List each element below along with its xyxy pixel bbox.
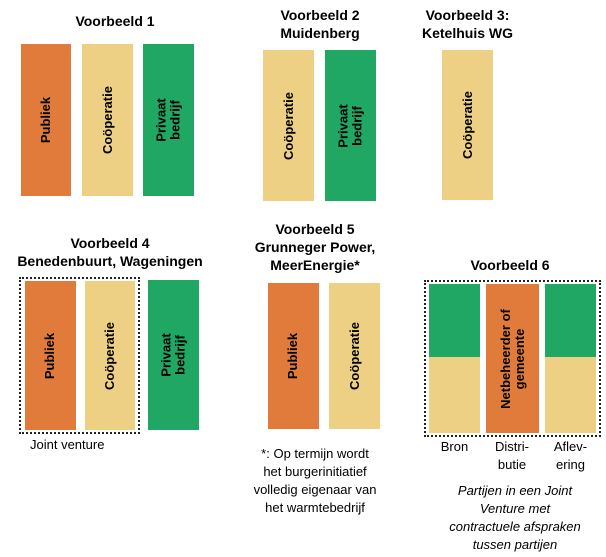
example-5-title: Voorbeeld 5 — [275, 221, 355, 237]
example-4-bar-privaat: Privaat bedrijf — [148, 280, 199, 430]
example-4-subtitle: Benedenbuurt, Wageningen — [17, 253, 203, 269]
example-6-note-line-1: Partijen in een Joint — [457, 483, 573, 498]
bar-label: Publiek — [42, 332, 58, 379]
example-1-bar-cooperatie: Coöperatie — [82, 44, 133, 196]
example-6-title: Voorbeeld 6 — [470, 257, 550, 273]
example-6-column-distributie: Distri- butie — [495, 439, 529, 472]
example-1-bar-publiek: Publiek — [21, 44, 71, 196]
example-6-bron-top — [429, 284, 480, 357]
example-2-bar-privaat: Privaat bedrijf — [325, 50, 376, 201]
example-6-bron-bottom — [429, 357, 480, 433]
example-6-note-line-3: contractuele afspraken — [449, 519, 581, 534]
bar-label: Privaat bedrijf — [335, 103, 365, 148]
example-5-note-line-3: volledig eigenaar van — [253, 482, 377, 497]
bar-label: Netbeheerder of gemeente — [497, 308, 527, 409]
example-5-note-line-2: het burgerinitiatief — [263, 464, 367, 479]
example-4-caption: Joint venture — [30, 437, 105, 452]
bar-label: Coöperatie — [102, 321, 117, 390]
bar-label: Coöperatie — [346, 322, 362, 390]
example-5-subtitle: Grunneger Power, — [254, 239, 376, 255]
bar-label: Privaat bedrijf — [153, 98, 183, 142]
example-6-note-line-4: tussen partijen — [472, 537, 558, 552]
example-4-bar-publiek: Publiek — [25, 281, 76, 430]
example-2-bar-cooperatie: Coöperatie — [263, 50, 314, 201]
example-1-bar-privaat: Privaat bedrijf — [143, 44, 194, 196]
bar-label: Coöperatie — [99, 86, 115, 154]
example-5-bar-cooperatie: Coöperatie — [329, 283, 380, 429]
example-5-bar-publiek: Publiek — [268, 283, 319, 429]
example-4-title: Voorbeeld 4 — [70, 235, 150, 251]
example-2-title: Voorbeeld 2 — [280, 7, 360, 23]
bar-label: Coöperatie — [280, 91, 296, 160]
example-6-column-aflevering: Aflev- ering — [553, 439, 588, 472]
example-6-bar-netbeheerder: Netbeheerder of gemeente — [486, 284, 539, 433]
example-3-subtitle: Ketelhuis WG — [421, 25, 513, 41]
example-4-joint-venture-box — [19, 277, 140, 434]
example-3-title: Voorbeeld 3: — [425, 7, 510, 23]
example-1-title: Voorbeeld 1 — [75, 13, 155, 29]
example-6-aflevering-bottom — [545, 357, 596, 433]
example-2-subtitle: Muidenberg — [280, 25, 360, 41]
example-6-joint-venture-box — [424, 280, 601, 437]
example-5-note-line-1: *: Op termijn wordt — [261, 446, 369, 461]
bar-label: Publiek — [38, 96, 53, 144]
bar-label: Privaat bedrijf — [158, 333, 188, 377]
bar-label: Publiek — [285, 332, 301, 380]
example-4-bar-cooperatie: Coöperatie — [85, 281, 135, 430]
example-5-subtitle-2: MeerEnergie* — [270, 257, 360, 273]
example-3-bar-cooperatie: Coöperatie — [442, 50, 493, 200]
example-6-note-line-2: Venture met — [479, 501, 551, 516]
example-6-column-bron: Bron — [440, 439, 469, 454]
example-5-note-line-4: het warmtebedrijf — [265, 500, 365, 515]
example-6-aflevering-top — [545, 284, 596, 357]
bar-label: Coöperatie — [459, 91, 475, 159]
